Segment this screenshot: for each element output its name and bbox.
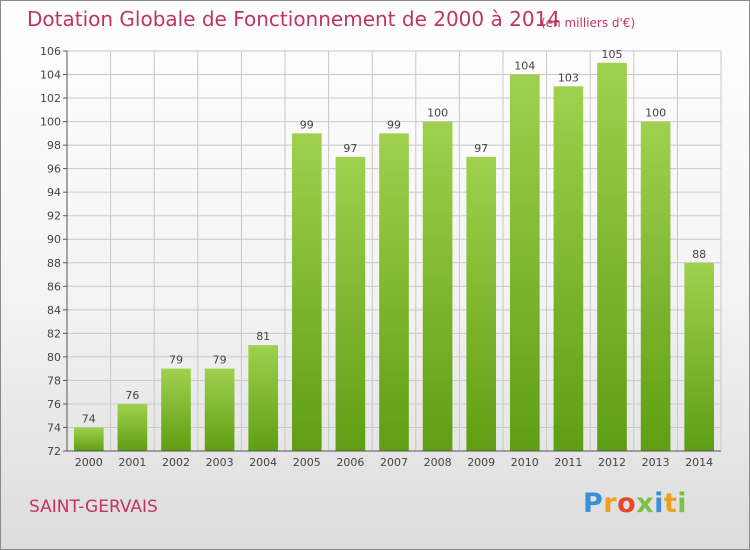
x-tick-label: 2013	[642, 456, 670, 469]
data-label: 105	[602, 48, 623, 61]
data-label: 81	[256, 330, 270, 343]
x-tick-label: 2001	[118, 456, 146, 469]
y-tick-label: 88	[47, 257, 61, 270]
bar	[640, 121, 671, 452]
proxiti-logo: Proxiti	[583, 488, 687, 519]
x-tick-label: 2002	[162, 456, 190, 469]
logo-letter: r	[603, 488, 618, 519]
y-tick-label: 102	[40, 92, 61, 105]
x-tick-label: 2005	[293, 456, 321, 469]
bar	[422, 121, 453, 452]
x-tick-label: 2010	[511, 456, 539, 469]
data-label: 88	[692, 248, 706, 261]
logo-letter: x	[636, 488, 655, 519]
y-tick-label: 72	[47, 445, 61, 458]
bar	[248, 345, 279, 451]
bar	[684, 262, 715, 451]
x-tick-label: 2014	[685, 456, 713, 469]
bar	[291, 133, 322, 451]
bar	[597, 62, 627, 451]
y-tick-label: 90	[47, 233, 61, 246]
bar	[466, 156, 497, 451]
y-tick-label: 74	[47, 421, 61, 434]
logo-letter: P	[583, 488, 604, 519]
data-label: 100	[427, 107, 448, 120]
y-tick-label: 104	[40, 69, 61, 82]
y-tick-label: 84	[47, 304, 61, 317]
x-tick-label: 2009	[467, 456, 495, 469]
x-tick-label: 2003	[206, 456, 234, 469]
logo-letter: o	[617, 488, 637, 519]
bar	[509, 74, 540, 451]
y-tick-label: 96	[47, 163, 61, 176]
bar	[73, 427, 104, 451]
axes	[63, 50, 721, 452]
x-tick-label: 2000	[75, 456, 103, 469]
y-tick-label: 94	[47, 186, 61, 199]
labels: 72 74 76 78 80 82 84 86 88 90 92 94 96 98 100 102 104 106…	[40, 45, 713, 469]
data-label: 99	[387, 118, 401, 131]
bar	[161, 368, 191, 451]
y-tick-label: 76	[47, 398, 61, 411]
chart-unit: (en milliers d'€)	[541, 16, 636, 30]
logo-letter: i	[677, 488, 688, 519]
x-tick-label: 2011	[554, 456, 582, 469]
commune-name: SAINT-GERVAIS	[29, 497, 158, 517]
y-tick-label: 98	[47, 139, 61, 152]
y-tick-label: 80	[47, 351, 61, 364]
y-tick-label: 106	[40, 45, 61, 58]
logo-letter: i	[654, 488, 664, 519]
data-label: 103	[558, 71, 579, 84]
x-tick-label: 2008	[424, 456, 452, 469]
bar	[335, 156, 366, 451]
y-tick-label: 92	[47, 210, 61, 223]
x-tick-label: 2006	[336, 456, 364, 469]
x-tick-label: 2004	[249, 456, 277, 469]
data-label: 104	[514, 60, 535, 73]
x-tick-label: 2007	[380, 456, 408, 469]
data-label: 99	[300, 118, 314, 131]
data-label: 79	[169, 354, 183, 367]
bar	[117, 403, 148, 451]
data-label: 76	[125, 389, 139, 402]
logo-letter: t	[663, 488, 678, 519]
y-tick-label: 78	[47, 374, 61, 387]
y-tick-label: 82	[47, 327, 61, 340]
bar	[379, 133, 409, 451]
data-label: 97	[474, 142, 488, 155]
bar	[553, 86, 584, 451]
chart-title: Dotation Globale de Fonctionnement de 20…	[27, 7, 560, 31]
data-label: 79	[213, 354, 227, 367]
y-tick-label: 86	[47, 280, 61, 293]
data-label: 97	[343, 142, 357, 155]
data-label: 74	[82, 412, 96, 425]
data-label: 100	[645, 107, 666, 120]
bar	[204, 368, 235, 451]
y-tick-label: 100	[40, 116, 61, 129]
bars	[73, 62, 715, 452]
x-tick-label: 2012	[598, 456, 626, 469]
